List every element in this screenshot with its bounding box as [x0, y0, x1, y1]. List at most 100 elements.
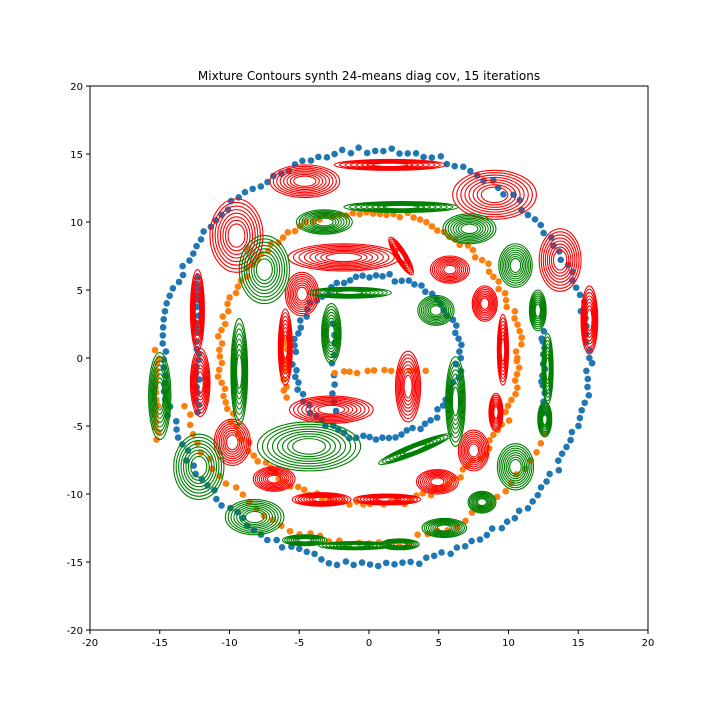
red-contours: [189, 158, 599, 507]
data-point: [371, 147, 379, 155]
contour-ring: [441, 263, 459, 276]
data-point: [241, 188, 249, 196]
data-point: [293, 366, 300, 374]
contour-ring: [309, 402, 354, 418]
contour-ring: [252, 466, 296, 492]
contour-ring: [457, 429, 490, 472]
contour-ring: [448, 369, 463, 434]
contour-ring: [398, 360, 418, 413]
data-point: [257, 183, 265, 190]
contour-ring: [445, 356, 466, 447]
contour-ring: [192, 357, 208, 408]
contour-ring: [192, 284, 203, 336]
data-point: [385, 434, 393, 442]
contour-ring: [244, 510, 265, 524]
contour-ring: [472, 494, 492, 510]
y-tick-label: 0: [77, 354, 83, 365]
data-point: [331, 369, 338, 377]
contour-ring: [325, 252, 363, 263]
contour-ring: [468, 491, 496, 513]
contour-ring: [424, 473, 451, 490]
contour-ring: [224, 498, 285, 536]
data-point: [586, 354, 593, 362]
contour-ring: [191, 280, 203, 340]
data-point: [299, 157, 306, 165]
data-point: [396, 150, 403, 157]
contour-ring: [422, 299, 450, 322]
data-point: [239, 514, 247, 522]
data-point: [347, 149, 355, 157]
data-point: [439, 402, 447, 409]
contour-ring: [402, 371, 414, 402]
contour-ring: [415, 468, 459, 495]
data-point: [495, 285, 502, 293]
data-point: [332, 407, 340, 415]
contour-ring: [424, 300, 448, 321]
contour-ring: [218, 425, 246, 460]
contour-ring: [280, 323, 291, 371]
data-point: [283, 394, 290, 401]
data-point: [381, 366, 388, 374]
contour-ring: [303, 494, 340, 505]
data-point: [295, 379, 302, 386]
green-component-16: [378, 433, 452, 466]
contour-ring: [534, 303, 542, 318]
contour-ring: [460, 433, 487, 468]
data-point: [386, 270, 393, 278]
contour-ring: [230, 318, 249, 426]
contour-ring: [491, 402, 501, 423]
data-point: [184, 447, 192, 454]
contour-ring: [193, 288, 202, 332]
data-point: [537, 221, 545, 229]
data-point: [392, 434, 399, 441]
red-component-8: [538, 228, 582, 292]
data-point: [169, 284, 177, 292]
data-point: [204, 482, 211, 489]
x-tick-label: -20: [82, 638, 98, 649]
data-point: [331, 150, 338, 158]
contour-ring: [323, 311, 339, 356]
data-point: [584, 383, 591, 391]
data-point: [224, 300, 231, 308]
data-point: [490, 431, 497, 439]
contour-ring: [175, 436, 223, 497]
contour-ring: [281, 330, 289, 364]
data-point: [219, 313, 227, 320]
contour-ring: [537, 400, 553, 438]
data-point: [410, 214, 417, 221]
red-component-4: [209, 198, 264, 273]
green-component-8: [528, 289, 547, 332]
contour-ring: [173, 433, 225, 500]
data-point: [524, 504, 532, 512]
contour-ring: [306, 495, 338, 504]
contour-ring: [231, 323, 248, 421]
contour-ring: [236, 354, 243, 389]
data-point: [502, 487, 509, 495]
x-tick-label: 20: [642, 638, 655, 649]
data-point: [405, 277, 413, 284]
contour-ring: [468, 179, 521, 211]
green-component-14: [537, 400, 553, 438]
data-point: [403, 427, 411, 434]
data-point: [352, 273, 360, 281]
data-point: [407, 558, 414, 566]
data-point: [325, 559, 333, 567]
data-point: [179, 271, 187, 279]
red-component-13: [277, 308, 293, 386]
contour-ring: [307, 286, 392, 299]
contour-ring: [500, 447, 531, 486]
data-point: [428, 223, 436, 230]
contour-ring: [542, 413, 548, 426]
data-point: [524, 211, 532, 219]
data-point: [250, 527, 258, 534]
contour-ring: [399, 364, 417, 409]
contour-ring: [272, 165, 337, 197]
contour-ring: [541, 411, 549, 428]
contour-ring: [460, 223, 479, 235]
data-point: [179, 262, 186, 270]
contour-ring: [498, 445, 533, 489]
contour-ring: [429, 305, 443, 316]
data-point: [555, 466, 563, 474]
contour-ring: [180, 443, 218, 491]
data-point: [186, 257, 193, 264]
